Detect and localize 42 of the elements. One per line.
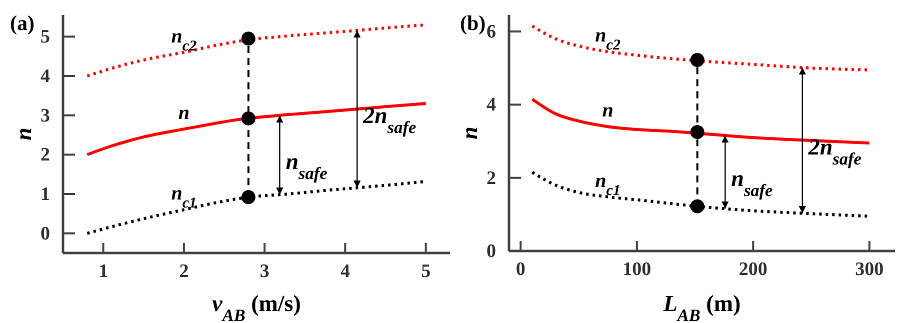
point (690, 53, 704, 68)
y-axis-title: n (11, 128, 36, 140)
x-axis-title: v$_{AB}$ (m/s) (212, 291, 301, 323)
point (241, 111, 256, 126)
x-tick-label: 3 (260, 260, 270, 282)
series-label: n$_{c1}$ (595, 170, 620, 199)
annotation: n$_{safe}$ (731, 166, 774, 200)
point (241, 32, 256, 46)
point (690, 199, 704, 214)
y-tick-label: 3 (40, 105, 50, 126)
point (690, 125, 704, 140)
x-tick-label: 2 (179, 260, 189, 282)
series-label: n$_{c2}$ (595, 24, 621, 54)
y-tick-label: 4 (40, 66, 50, 88)
y-tick-label: 1 (40, 184, 50, 206)
point (241, 190, 256, 204)
x-tick-label: 0 (516, 258, 526, 280)
chart-title: (b) (460, 11, 486, 35)
annotation: n$_{safe}$ (286, 149, 328, 183)
y-tick-label: 4 (486, 94, 496, 116)
y-tick-label: 0 (40, 223, 50, 244)
y-tick-label: 2 (40, 144, 50, 166)
annotation: 2n$_{safe}$ (362, 103, 416, 137)
x-tick-label: 4 (340, 260, 350, 282)
x-tick-label: 1 (98, 260, 108, 282)
y-tick-label: 2 (486, 168, 496, 189)
y-tick-label: 0 (486, 241, 496, 262)
x-axis-title: L$_{AB}$ (m) (662, 291, 741, 323)
y-axis-title: n (457, 126, 482, 140)
chart-title: (a) (10, 11, 34, 35)
x-tick-label: 5 (421, 260, 431, 282)
y-tick-label: 6 (486, 22, 496, 43)
series-label: n (178, 102, 190, 124)
x-tick-label: 300 (855, 258, 884, 280)
x-tick-label: 200 (738, 258, 768, 280)
annotation: 2n$_{safe}$ (807, 134, 862, 168)
series-label: n (602, 100, 614, 122)
x-tick-label: 100 (622, 258, 652, 280)
series-label: n$_{c1}$ (171, 182, 197, 212)
series-label: n$_{c2}$ (171, 25, 198, 54)
y-tick-label: 5 (40, 26, 50, 48)
line-series (86, 102, 428, 156)
